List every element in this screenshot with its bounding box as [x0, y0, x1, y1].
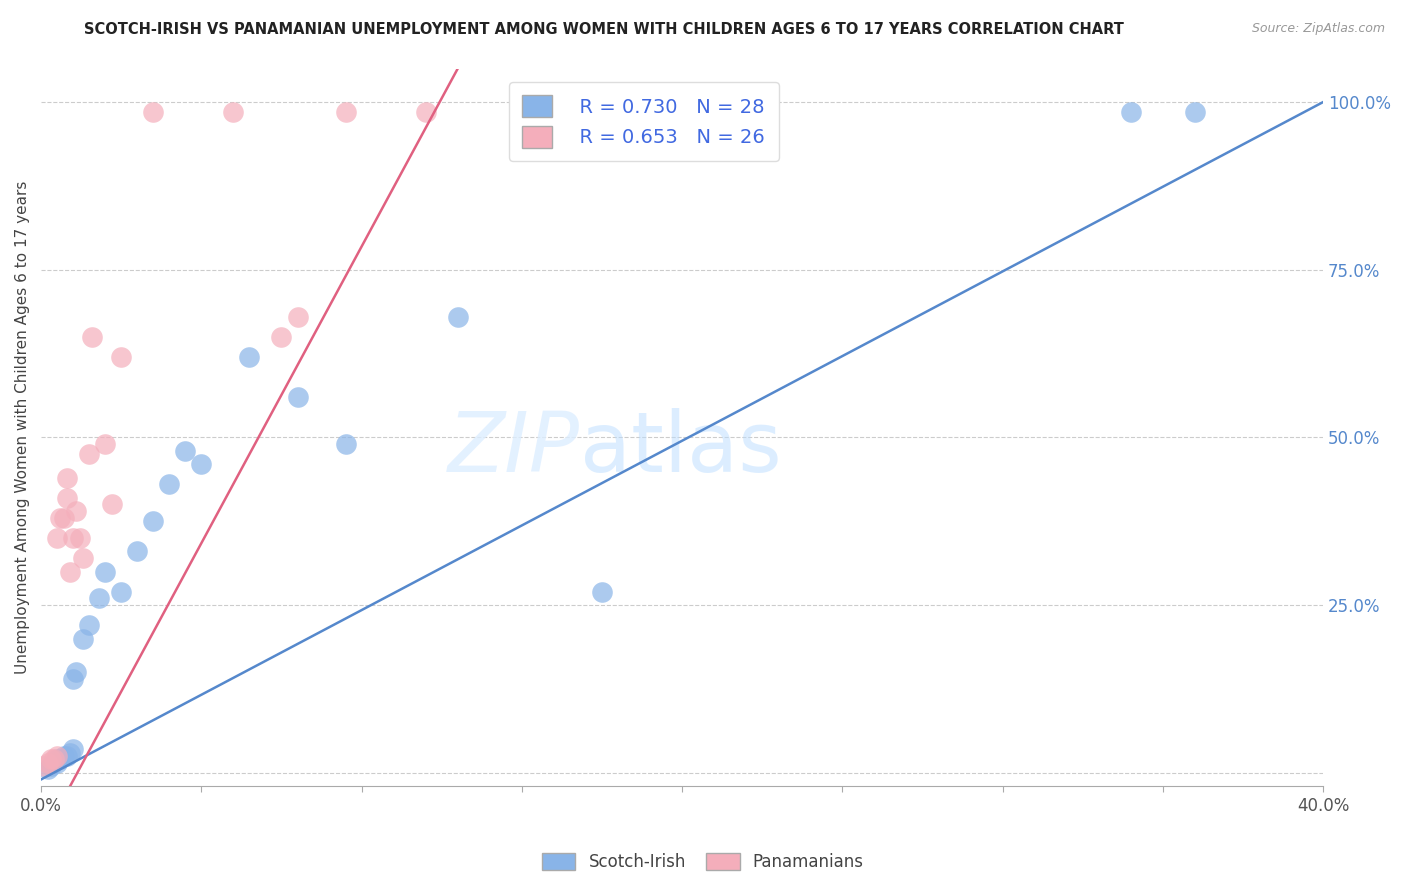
Point	[59, 565, 82, 579]
Point	[52, 511, 75, 525]
Point	[157, 477, 180, 491]
Point	[142, 514, 165, 528]
Point	[238, 350, 260, 364]
Point	[190, 457, 212, 471]
Point	[72, 632, 94, 646]
Point	[82, 330, 104, 344]
Point	[34, 759, 56, 773]
Point	[415, 105, 437, 120]
Legend: Scotch-Irish, Panamanians: Scotch-Irish, Panamanians	[534, 845, 872, 880]
Point	[447, 310, 470, 324]
Text: atlas: atlas	[579, 409, 782, 490]
Point	[222, 105, 245, 120]
Point	[127, 544, 149, 558]
Point	[39, 752, 62, 766]
Text: Source: ZipAtlas.com: Source: ZipAtlas.com	[1251, 22, 1385, 36]
Point	[37, 756, 59, 770]
Point	[335, 437, 357, 451]
Point	[65, 665, 87, 680]
Point	[59, 746, 82, 760]
Point	[174, 443, 197, 458]
Point	[591, 584, 613, 599]
Point	[1119, 105, 1142, 120]
Point	[110, 350, 132, 364]
Legend:   R = 0.730   N = 28,   R = 0.653   N = 26: R = 0.730 N = 28, R = 0.653 N = 26	[509, 82, 779, 161]
Point	[46, 756, 69, 770]
Point	[69, 531, 91, 545]
Point	[55, 748, 77, 763]
Point	[77, 447, 100, 461]
Point	[287, 390, 309, 404]
Point	[65, 504, 87, 518]
Point	[49, 511, 72, 525]
Point	[270, 330, 292, 344]
Point	[77, 618, 100, 632]
Point	[52, 748, 75, 763]
Point	[87, 591, 110, 606]
Point	[94, 565, 117, 579]
Point	[39, 759, 62, 773]
Point	[72, 551, 94, 566]
Point	[46, 531, 69, 545]
Text: ZIP: ZIP	[447, 409, 579, 490]
Point	[287, 310, 309, 324]
Text: SCOTCH-IRISH VS PANAMANIAN UNEMPLOYMENT AMONG WOMEN WITH CHILDREN AGES 6 TO 17 Y: SCOTCH-IRISH VS PANAMANIAN UNEMPLOYMENT …	[84, 22, 1125, 37]
Point	[110, 584, 132, 599]
Point	[55, 470, 77, 484]
Point	[62, 742, 84, 756]
Point	[1184, 105, 1206, 120]
Point	[46, 752, 69, 766]
Point	[62, 531, 84, 545]
Point	[142, 105, 165, 120]
Y-axis label: Unemployment Among Women with Children Ages 6 to 17 years: Unemployment Among Women with Children A…	[15, 181, 30, 674]
Point	[94, 437, 117, 451]
Point	[100, 498, 122, 512]
Point	[46, 748, 69, 763]
Point	[55, 491, 77, 505]
Point	[42, 752, 65, 766]
Point	[62, 672, 84, 686]
Point	[335, 105, 357, 120]
Point	[49, 752, 72, 766]
Point	[37, 763, 59, 777]
